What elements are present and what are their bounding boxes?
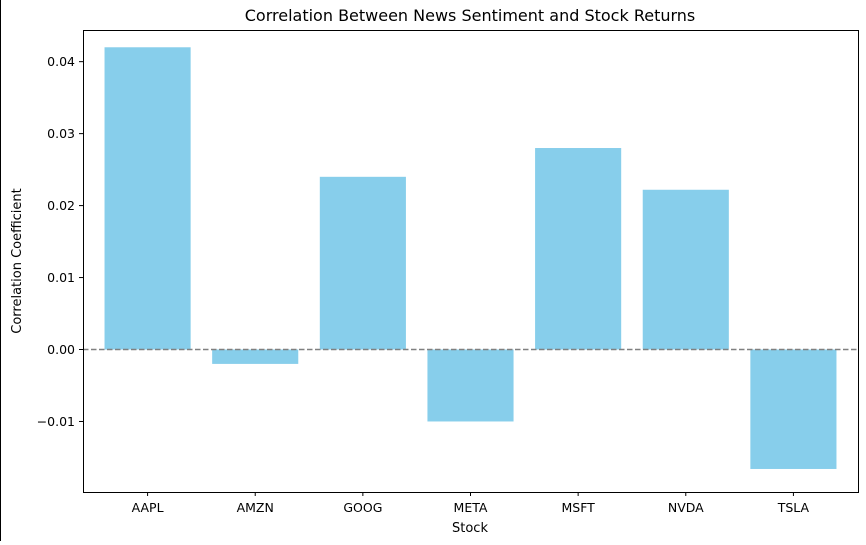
bar-aapl — [104, 47, 191, 350]
x-ticks-group: AAPL AMZN GOOG META MSFT NVDA TSLA — [132, 492, 810, 515]
x-tick-label: AAPL — [132, 500, 164, 515]
plot-frame — [83, 30, 859, 493]
x-tick-label: META — [454, 500, 488, 515]
y-tick-label: 0.00 — [47, 342, 75, 357]
y-tick-label: 0.01 — [47, 270, 75, 285]
x-tick-label: TSLA — [777, 500, 810, 515]
x-tick-label: AMZN — [237, 500, 274, 515]
bar-nvda — [642, 189, 729, 350]
bars-group — [104, 47, 837, 469]
y-ticks-group: 0.04 0.03 0.02 0.01 0.00 −0.01 — [37, 54, 83, 429]
y-axis-label: Correlation Coefficient — [10, 188, 25, 334]
x-tick-label: MSFT — [561, 500, 595, 515]
y-tick-label: 0.03 — [47, 126, 75, 141]
y-tick-label: −0.01 — [37, 414, 75, 429]
x-tick-label: GOOG — [343, 500, 382, 515]
chart-title: Correlation Between News Sentiment and S… — [245, 6, 696, 25]
bar-goog — [319, 176, 406, 350]
bar-meta — [427, 349, 514, 422]
y-tick-label: 0.02 — [47, 198, 75, 213]
bar-tsla — [750, 349, 837, 469]
bar-amzn — [212, 349, 299, 364]
x-tick-label: NVDA — [668, 500, 704, 515]
x-axis-label: Stock — [452, 521, 488, 536]
y-tick-label: 0.04 — [47, 54, 75, 69]
bar-msft — [535, 148, 622, 350]
